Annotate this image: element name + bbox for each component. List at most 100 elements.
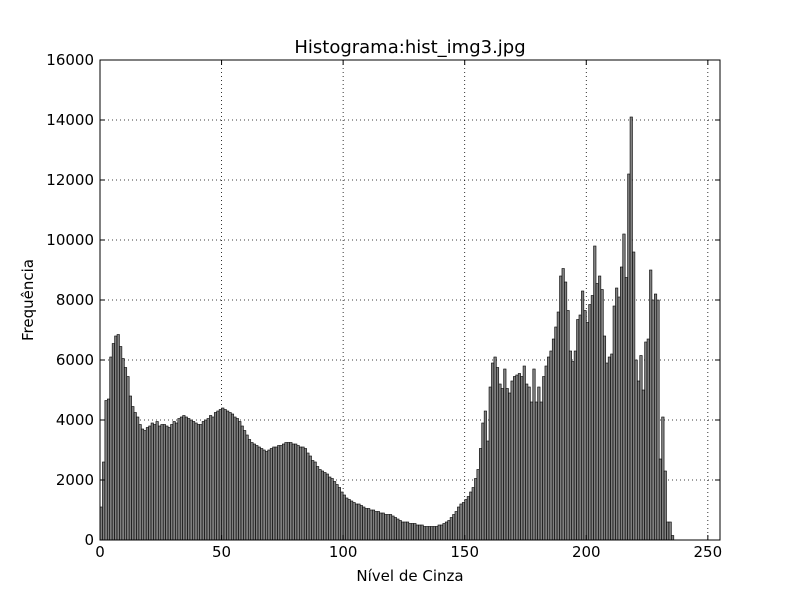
histogram-bar [622,233,626,541]
histogram-bar [235,418,239,541]
histogram-bar [209,415,213,541]
y-tick-label: 2000 [56,471,94,489]
histogram-bar [600,289,604,541]
histogram-bar [384,514,388,541]
histogram-bar [471,487,475,541]
histogram-bar [593,245,597,541]
histogram-bar [330,478,334,541]
histogram-bar [262,449,266,541]
histogram-bar [612,305,616,541]
histogram-bar [649,269,653,541]
histogram-bar [352,502,356,541]
histogram-bar [325,473,329,541]
histogram-bar [654,293,658,541]
histogram-bar [491,362,495,541]
histogram-bar [413,523,417,541]
histogram-bar [340,491,344,541]
histogram-bar [196,424,200,541]
histogram-bar [255,445,259,541]
histogram-bar [279,445,283,541]
histogram-bar [162,424,166,541]
histogram-bar [427,526,431,541]
histogram-bar [493,356,497,541]
histogram-bar [578,314,582,541]
histogram-bar [537,386,541,541]
histogram-bar [306,452,310,541]
histogram-bar [627,173,631,541]
histogram-bar [510,380,514,541]
histogram-bar [503,368,507,541]
histogram-bar [165,425,169,541]
histogram-bar [532,368,536,541]
histogram-bar [634,359,638,541]
histogram-bar [199,424,203,541]
histogram-bar [299,446,303,541]
x-tick-label: 200 [572,543,601,561]
histogram-bar [121,358,125,541]
histogram-bar [478,448,483,541]
histogram-bars [99,116,675,541]
histogram-bar [265,451,269,541]
y-tick-label: 14000 [46,111,94,129]
histogram-bar [189,419,193,541]
histogram-bar [520,376,524,541]
histogram-bar [303,448,307,541]
histogram-bar [476,469,480,541]
y-axis-label: Frequência [19,259,37,341]
histogram-bar [308,455,312,541]
histogram-bar [617,296,621,541]
histogram-bar [313,461,317,541]
histogram-bar [571,361,575,541]
histogram-bar [515,374,519,541]
histogram-bar [175,422,179,541]
histogram-bar [389,514,393,541]
histogram-bar [369,509,373,541]
histogram-bar [547,356,551,541]
y-tick-label: 12000 [46,171,94,189]
histogram-bar [160,424,164,541]
histogram-bar [233,416,237,541]
histogram-bar [488,386,492,541]
histogram-bar [615,287,619,541]
histogram-bar [549,350,553,541]
histogram-bar [656,299,660,541]
histogram-bar [425,526,429,541]
histogram-bar [153,424,157,541]
histogram-bar [238,421,242,541]
histogram-bar [639,355,643,541]
histogram-bar [286,442,290,541]
histogram-bar [243,430,247,541]
histogram-bar [598,275,602,541]
x-axis-label: Nível de Cinza [356,567,463,585]
histogram-bar [393,517,397,541]
histogram-bar [661,416,665,541]
histogram-bar [406,521,410,541]
histogram-bar [296,445,300,541]
histogram-bar [260,448,264,541]
histogram-bar [444,521,448,541]
histogram-bar [539,401,543,541]
histogram-bar [481,422,485,541]
histogram-bar [542,376,546,541]
histogram-bar [534,401,538,541]
axis-ticks: 0 50 100 150 200 250 0 2000 4000 6000 8000 10000 120… [46,51,722,561]
histogram-bar [228,412,232,541]
histogram-bar [141,428,145,541]
histogram-bar [452,514,456,541]
histogram-bar [230,413,235,541]
histogram-bar [554,326,558,541]
histogram-bar [354,503,359,541]
histogram-bar [435,526,439,541]
histogram-bar [150,422,154,541]
histogram-bar [442,523,446,541]
histogram-bar [148,425,152,541]
histogram-bar [179,416,183,541]
histogram-bar [646,338,650,541]
histogram-bar [486,440,490,541]
histogram-bar [204,419,208,541]
histogram-bar [182,415,186,541]
histogram-bar [668,521,672,541]
histogram-bar [498,383,502,541]
histogram-bar [364,508,368,541]
histogram-bar [624,277,628,541]
